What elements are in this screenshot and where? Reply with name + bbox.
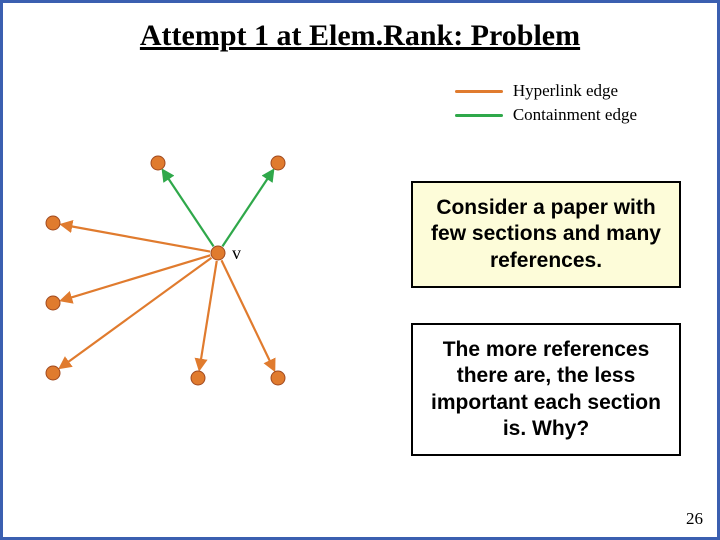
callout-box-2: The more references there are, the less … xyxy=(411,323,681,456)
legend-row-containment: Containment edge xyxy=(455,105,637,125)
graph-svg: v xyxy=(23,133,363,433)
legend-swatch-containment xyxy=(455,114,503,117)
slide-title: Attempt 1 at Elem.Rank: Problem xyxy=(140,19,580,53)
legend-row-hyperlink: Hyperlink edge xyxy=(455,81,637,101)
svg-text:v: v xyxy=(232,243,241,263)
graph-diagram: v xyxy=(23,133,363,433)
callout-text-2: The more references there are, the less … xyxy=(431,338,661,440)
legend: Hyperlink edge Containment edge xyxy=(455,81,637,129)
legend-label-hyperlink: Hyperlink edge xyxy=(513,81,618,101)
legend-label-containment: Containment edge xyxy=(513,105,637,125)
callout-text-1: Consider a paper with few sections and m… xyxy=(431,196,661,272)
legend-swatch-hyperlink xyxy=(455,90,503,93)
slide-frame: Attempt 1 at Elem.Rank: Problem Hyperlin… xyxy=(0,0,720,540)
page-number: 26 xyxy=(686,509,703,529)
callout-box-1: Consider a paper with few sections and m… xyxy=(411,181,681,288)
